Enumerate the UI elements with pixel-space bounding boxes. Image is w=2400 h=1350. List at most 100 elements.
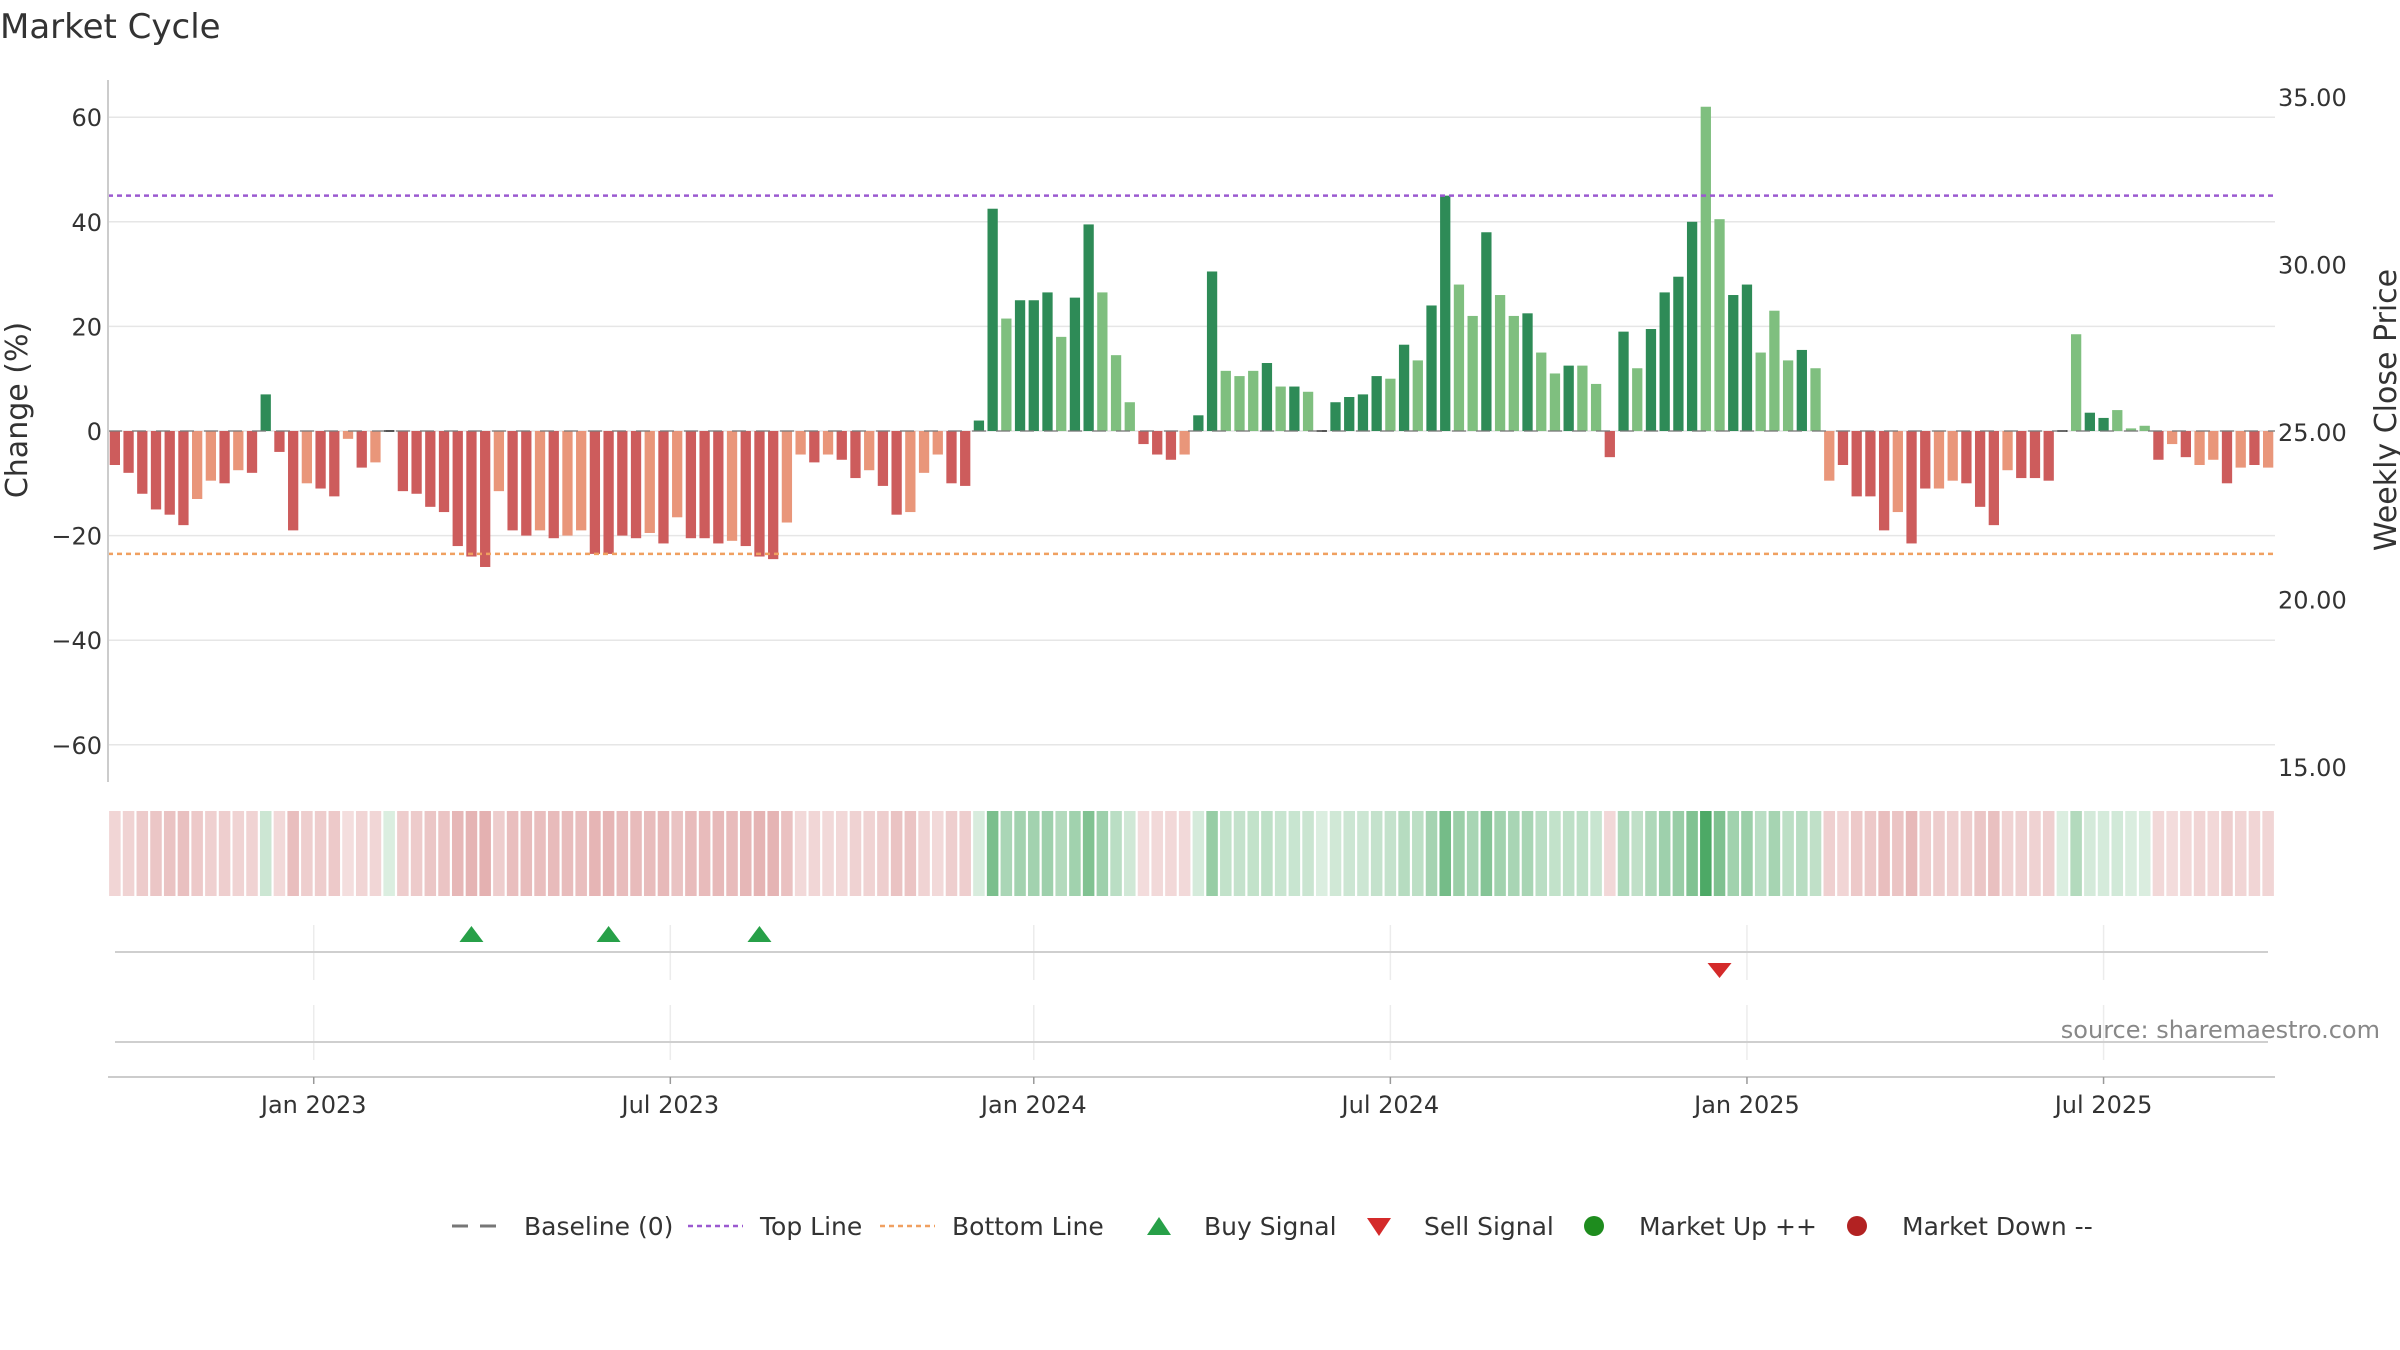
heat-cell bbox=[1658, 811, 1671, 896]
y2-axis-label: Weekly Close Price bbox=[2369, 269, 2400, 551]
heat-cell bbox=[712, 811, 725, 896]
heat-cell bbox=[1576, 811, 1589, 896]
heat-cell bbox=[1768, 811, 1781, 896]
heat-cell bbox=[1905, 811, 1918, 896]
heat-cell bbox=[1124, 811, 1136, 896]
heat-cell bbox=[836, 811, 848, 896]
heat-cell bbox=[2042, 811, 2055, 896]
change-bar bbox=[562, 431, 573, 536]
change-bar bbox=[658, 431, 669, 544]
heat-cell bbox=[1425, 811, 1438, 896]
change-bar bbox=[1426, 305, 1437, 431]
cycle-heat-strip bbox=[109, 811, 2274, 896]
axes: 60 40 20 0 −20 −40 −60 35.00 30.00 25.00 20.00 15.0… bbox=[51, 80, 2347, 1119]
y-tick-label: −20 bbox=[51, 523, 102, 551]
change-bar bbox=[1193, 415, 1204, 431]
heat-cell bbox=[273, 811, 286, 896]
change-bar bbox=[836, 431, 847, 460]
change-bar bbox=[1206, 271, 1218, 431]
heat-cell bbox=[1329, 811, 1342, 896]
change-bar bbox=[1179, 431, 1190, 455]
heat-cell bbox=[1014, 811, 1026, 896]
change-bar bbox=[2194, 431, 2205, 465]
change-bar bbox=[891, 431, 902, 515]
y2-tick-label: 35.00 bbox=[2278, 84, 2347, 112]
change-bar bbox=[1028, 300, 1039, 431]
heat-cell bbox=[314, 811, 327, 896]
change-bar bbox=[1302, 391, 1314, 431]
heat-cell bbox=[1535, 811, 1547, 896]
x-tick-label: Jan 2023 bbox=[259, 1091, 367, 1119]
heat-cell bbox=[2207, 811, 2220, 896]
change-bar bbox=[2016, 431, 2027, 479]
heat-cell bbox=[1041, 811, 1054, 896]
change-bar bbox=[672, 431, 683, 518]
heat-cell bbox=[465, 811, 478, 896]
heat-cell bbox=[122, 811, 135, 896]
y-tick-label: 60 bbox=[71, 104, 102, 132]
change-bar bbox=[1138, 431, 1149, 445]
heat-cell bbox=[424, 811, 437, 896]
heat-cell bbox=[136, 811, 149, 896]
change-bar bbox=[438, 431, 450, 513]
heat-cell bbox=[1028, 811, 1040, 896]
heat-cell bbox=[1617, 811, 1630, 896]
heat-cell bbox=[616, 811, 629, 896]
heat-cell bbox=[2193, 811, 2206, 896]
heat-cell bbox=[945, 811, 958, 896]
change-bar bbox=[1755, 352, 1766, 431]
heat-cell bbox=[808, 811, 821, 896]
y2-tick-label: 25.00 bbox=[2278, 419, 2347, 447]
heat-cell bbox=[2029, 811, 2041, 896]
change-bar bbox=[1741, 284, 1753, 431]
heat-cell bbox=[1974, 811, 1986, 896]
heat-cell bbox=[451, 811, 464, 896]
change-bar bbox=[987, 208, 998, 431]
change-bar bbox=[1728, 295, 1739, 431]
change-bar bbox=[2166, 431, 2178, 445]
change-bar bbox=[1700, 106, 1711, 432]
heat-cell bbox=[698, 811, 711, 896]
change-bar bbox=[233, 431, 244, 471]
change-bar bbox=[699, 431, 710, 539]
change-bar bbox=[288, 431, 299, 531]
heat-cell bbox=[2070, 811, 2082, 896]
change-bar bbox=[603, 431, 614, 554]
heat-cell bbox=[1316, 811, 1328, 896]
heat-cell bbox=[1796, 811, 1808, 896]
change-bar bbox=[260, 394, 271, 431]
heat-cell bbox=[342, 811, 354, 896]
heat-cell bbox=[2111, 811, 2124, 896]
buy-signal-marker bbox=[596, 926, 621, 942]
heat-cell bbox=[218, 811, 231, 896]
heat-cell bbox=[2138, 811, 2151, 896]
change-bar bbox=[192, 431, 203, 499]
change-bar bbox=[1659, 292, 1670, 431]
change-bar bbox=[740, 431, 751, 547]
change-bar bbox=[2262, 431, 2274, 468]
change-bar bbox=[425, 431, 436, 507]
change-bar bbox=[1110, 355, 1122, 431]
heat-cell bbox=[520, 811, 533, 896]
change-bar bbox=[864, 431, 875, 471]
heat-cell bbox=[163, 811, 176, 896]
heat-cell bbox=[1233, 811, 1246, 896]
change-bar bbox=[2221, 431, 2233, 484]
change-bar bbox=[1261, 363, 1273, 431]
heat-cell bbox=[1343, 811, 1355, 896]
change-bar bbox=[1906, 431, 1917, 544]
x-tick-label: Jul 2023 bbox=[619, 1091, 719, 1119]
change-bar bbox=[973, 420, 985, 431]
change-bar bbox=[1920, 431, 1931, 489]
change-bar bbox=[1344, 397, 1355, 431]
change-bar bbox=[534, 431, 546, 531]
heat-cell bbox=[493, 811, 505, 896]
change-bar bbox=[507, 431, 518, 531]
change-bar bbox=[2208, 431, 2219, 460]
heat-cell bbox=[1631, 811, 1644, 896]
heat-cell bbox=[369, 811, 382, 896]
change-bar bbox=[644, 431, 655, 533]
change-bar bbox=[1385, 378, 1396, 431]
heat-cell bbox=[1809, 811, 1822, 896]
